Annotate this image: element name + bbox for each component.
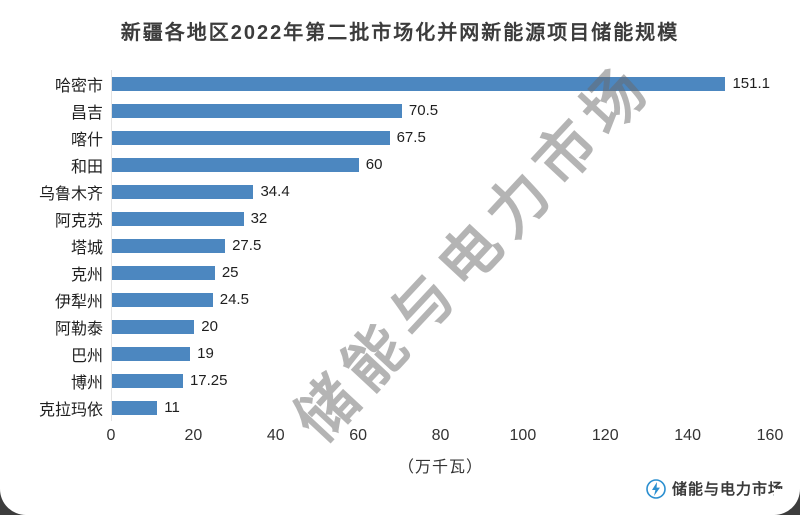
bar-row: 喀什 67.5 [8, 124, 770, 151]
category-label: 喀什 [70, 131, 103, 149]
category-label: 塔城 [70, 239, 103, 257]
bar [112, 400, 158, 415]
bar [112, 103, 402, 118]
x-tick-label: 80 [431, 427, 450, 444]
x-tick-label: 160 [756, 427, 784, 444]
bar-row: 博州 17.25 [8, 367, 770, 394]
bar [112, 346, 191, 361]
bar [112, 319, 195, 334]
value-label: 17.25 [189, 372, 228, 389]
value-label: 70.5 [408, 102, 439, 119]
category-label: 哈密市 [54, 77, 103, 95]
x-tick-label: 100 [509, 427, 537, 444]
bar-row: 巴州 19 [8, 340, 770, 367]
footer-logo: 储能与电力市场 [646, 478, 784, 499]
bar-track: 60 [111, 151, 770, 178]
bar-track: 11 [111, 394, 770, 421]
chart-title: 新疆各地区2022年第二批市场化并网新能源项目储能规模 [120, 22, 680, 44]
bar-row: 昌吉 70.5 [8, 97, 770, 124]
bar [112, 238, 226, 253]
bar-track: 20 [111, 313, 770, 340]
value-label: 25 [221, 264, 239, 281]
bar [112, 76, 726, 91]
footer-logo-text: 储能与电力市场 [671, 481, 784, 498]
value-label: 67.5 [396, 129, 426, 146]
bar-row: 乌鲁木齐 34.4 [8, 178, 770, 205]
value-label: 60 [365, 156, 383, 173]
category-label: 阿克苏 [54, 212, 103, 230]
bar-track: 32 [111, 205, 770, 232]
category-label: 阿勒泰 [54, 320, 103, 338]
category-label: 博州 [70, 374, 103, 392]
bar-chart: 哈密市 151.1 昌吉 70.5 喀什 67.5 和田 60 乌鲁木齐 34.4 阿克苏 32 塔城 2… [8, 70, 786, 477]
x-axis-ticks: 0 20 40 60 80 100 120 140 160 [107, 421, 784, 445]
value-label: 24.5 [219, 291, 249, 308]
bar [112, 373, 183, 388]
bottom-right-corner [774, 489, 800, 515]
value-label: 32 [250, 210, 268, 227]
bar-track: 67.5 [111, 124, 770, 151]
x-tick-label: 120 [591, 427, 619, 444]
bar-row: 阿克苏 32 [8, 205, 770, 232]
bar-row: 伊犁州 24.5 [8, 286, 770, 313]
power-bolt-icon [646, 478, 666, 499]
x-tick-label: 140 [674, 427, 701, 444]
bar-track: 19 [111, 340, 770, 367]
category-label: 和田 [70, 158, 103, 176]
bottom-left-corner [0, 489, 26, 515]
value-label: 19 [197, 345, 214, 362]
bar-track: 17.25 [111, 367, 770, 394]
x-axis-title: （万千瓦） [397, 459, 483, 476]
bar [112, 184, 254, 199]
value-label: 27.5 [232, 237, 262, 254]
x-tick-label: 60 [349, 427, 368, 444]
bar-row: 和田 60 [8, 151, 770, 178]
bar-track: 25 [111, 259, 770, 286]
bar-track: 24.5 [111, 286, 770, 313]
bar-track: 70.5 [111, 97, 770, 124]
bar-track: 34.4 [111, 178, 770, 205]
value-label: 151.1 [732, 75, 770, 92]
bar-row: 克拉玛依 11 [8, 394, 770, 421]
bar [112, 292, 213, 307]
bar-row: 克州 25 [8, 259, 770, 286]
bar [112, 130, 390, 145]
bar-rows: 哈密市 151.1 昌吉 70.5 喀什 67.5 和田 60 乌鲁木齐 34.4 阿克苏 32 塔城 2… [8, 70, 786, 421]
category-label: 伊犁州 [54, 293, 103, 311]
x-tick-label: 40 [266, 427, 285, 444]
bar [112, 157, 359, 172]
x-tick-label: 0 [106, 427, 116, 444]
category-label: 巴州 [70, 347, 103, 365]
value-label: 20 [201, 318, 218, 335]
value-label: 34.4 [260, 183, 290, 200]
category-label: 克州 [70, 266, 103, 284]
bar [112, 265, 215, 280]
category-label: 昌吉 [70, 104, 103, 122]
bar-row: 哈密市 151.1 [8, 70, 770, 97]
bar-track: 151.1 [111, 70, 770, 97]
category-label: 克拉玛依 [38, 401, 103, 419]
category-label: 乌鲁木齐 [38, 185, 103, 203]
value-label: 11 [164, 399, 180, 416]
bar [112, 211, 244, 226]
x-tick-label: 20 [184, 427, 203, 444]
bar-row: 塔城 27.5 [8, 232, 770, 259]
bar-row: 阿勒泰 20 [8, 313, 770, 340]
bar-track: 27.5 [111, 232, 770, 259]
